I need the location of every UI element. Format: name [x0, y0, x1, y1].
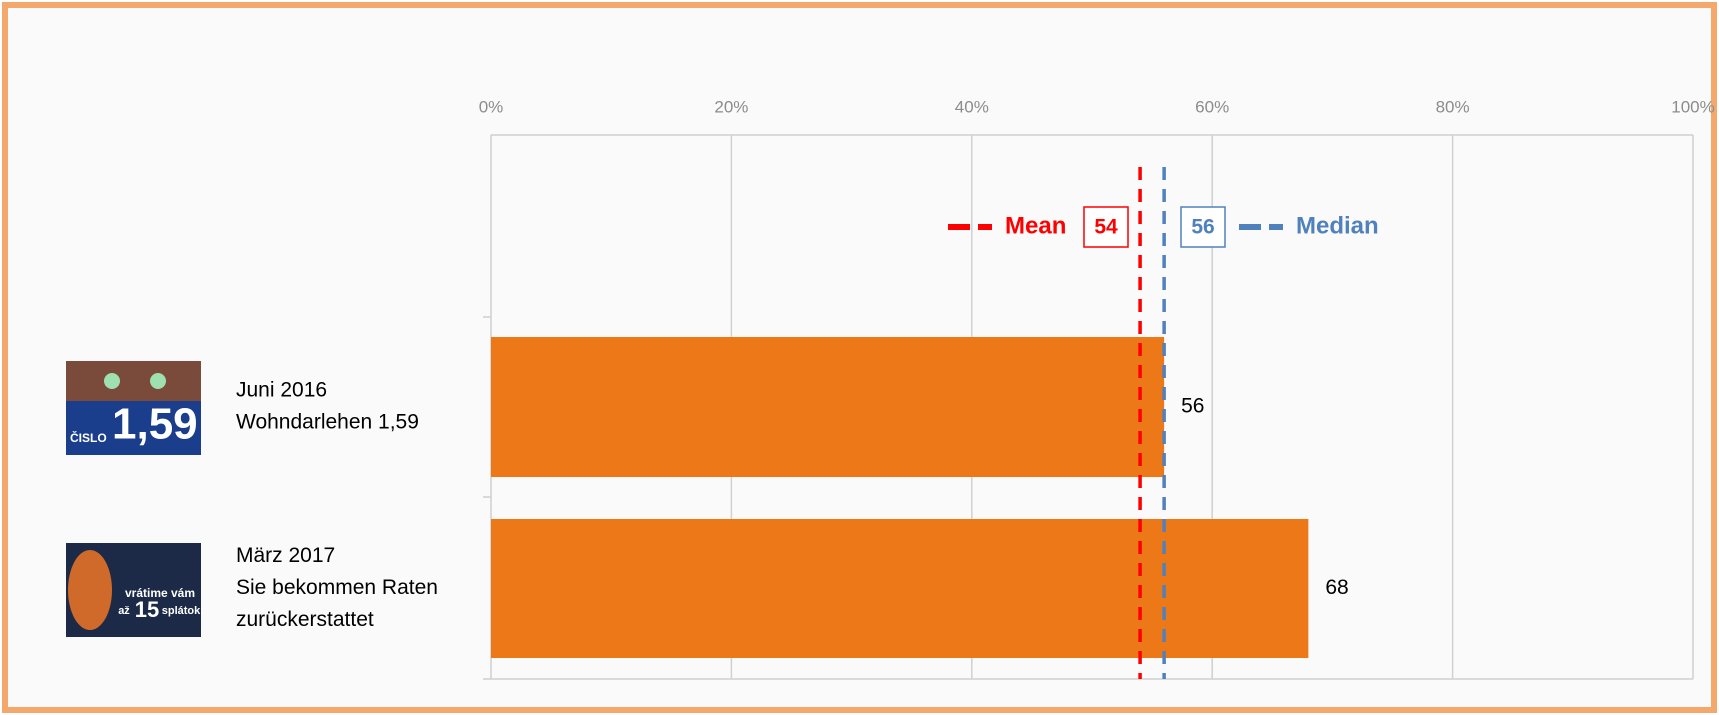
value-label: 68	[1325, 576, 1348, 599]
category-label: März 2017	[236, 544, 335, 567]
category-label: Juni 2016	[236, 379, 327, 402]
thumbnail-text: ČISLO	[70, 430, 107, 445]
thumbnail-text: vrátime vám	[125, 586, 195, 600]
legend-box	[1180, 206, 1226, 248]
thumbnail-text: 1,59	[112, 400, 198, 449]
x-tick-label: 40%	[955, 97, 989, 116]
mean-value-label: 54	[1094, 216, 1118, 239]
thumbnail-text: 15	[135, 597, 159, 622]
value-label: 56	[1181, 395, 1204, 418]
x-tick-label: 20%	[714, 97, 748, 116]
x-tick-label: 60%	[1195, 97, 1229, 116]
legend-box	[1083, 206, 1129, 248]
x-tick-label: 0%	[479, 97, 504, 116]
legend-label: Median	[1296, 212, 1379, 239]
thumbnail	[66, 361, 201, 455]
category-label: Sie bekommen Raten	[236, 576, 438, 599]
thumbnail-text: splátok	[162, 605, 201, 617]
category-label: Wohndarlehen 1,59	[236, 411, 419, 434]
median-value-label: 56	[1191, 216, 1214, 239]
x-tick-label: 100%	[1671, 97, 1714, 116]
legend-label: Mean	[1005, 212, 1066, 239]
x-tick-label: 80%	[1436, 97, 1470, 116]
bar	[491, 519, 1309, 658]
bar	[491, 337, 1165, 477]
thumbnail	[66, 543, 201, 637]
category-label: zurückerstattet	[236, 608, 374, 631]
thumbnail-text: až	[118, 605, 130, 617]
